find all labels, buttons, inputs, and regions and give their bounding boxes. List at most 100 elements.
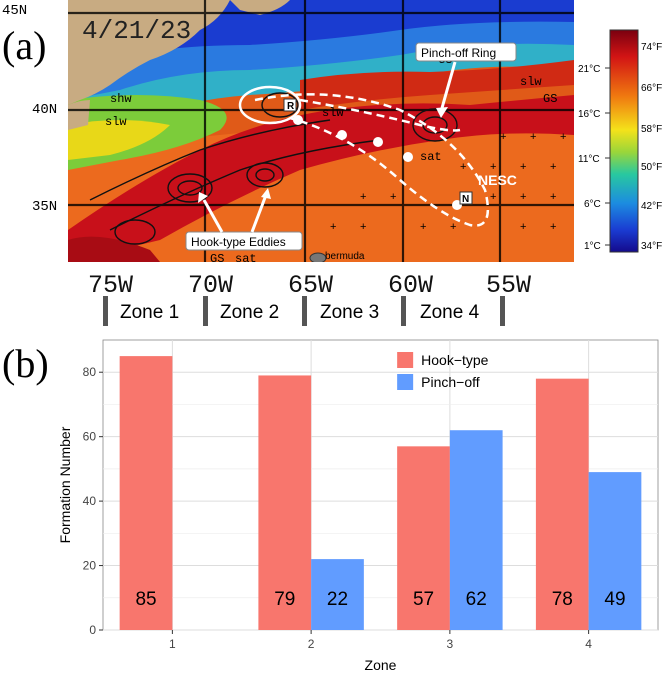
cb-c-21: 21°C — [578, 64, 600, 75]
gulf-stream — [68, 95, 574, 262]
pinch-off-bar-zone-2 — [311, 559, 364, 630]
y-axis-label: Formation Number — [57, 426, 73, 543]
cb-f-42: 42°F — [641, 201, 662, 212]
svg-text:+: + — [360, 221, 366, 233]
map-label-slw-3: slw — [520, 75, 542, 89]
zone-2-label: Zone 2 — [220, 302, 279, 323]
legend-label-pinch: Pinch−off — [421, 374, 480, 390]
map-label-gs-3: GS — [210, 252, 224, 266]
svg-text:+: + — [520, 221, 526, 233]
hook-type-value-zone-2: 79 — [274, 589, 295, 610]
svg-text:+: + — [530, 131, 536, 143]
pinch-off-value-zone-3: 62 — [466, 589, 487, 610]
nesc-label: NESC — [478, 172, 517, 188]
panel-a-label: (a) — [2, 23, 47, 68]
svg-text:+: + — [450, 221, 456, 233]
zone-3-label: Zone 3 — [320, 302, 379, 323]
marker-r: R — [287, 101, 295, 112]
lon-label-75w: 75W — [88, 271, 133, 300]
pinch-off-label: Pinch-off Ring — [421, 46, 496, 60]
y-tick-label: 60 — [83, 430, 97, 444]
hook-type-value-zone-4: 78 — [552, 589, 573, 610]
pinch-off-bar-zone-4 — [588, 472, 642, 630]
pinch-off-bar-zone-3 — [449, 430, 503, 630]
hook-type-value-zone-3: 57 — [413, 589, 434, 610]
map-label-slw-2: slw — [322, 106, 344, 120]
y-tick-label: 20 — [83, 559, 97, 573]
map-label-sat-1: sat — [420, 150, 442, 164]
marker-n: N — [462, 194, 469, 205]
lon-label-60w: 60W — [388, 271, 433, 300]
svg-text:+: + — [490, 161, 496, 173]
zone-separator — [103, 296, 108, 326]
hook-type-bar-zone-4 — [535, 378, 589, 630]
cb-c-6: 6°C — [584, 199, 601, 210]
zone-4-label: Zone 4 — [420, 302, 480, 323]
hook-type-bar-zone-3 — [397, 446, 450, 630]
y-tick-label: 0 — [89, 623, 96, 637]
colorbar — [609, 29, 639, 253]
zone-separator — [302, 296, 307, 326]
zone-separator — [500, 296, 505, 326]
svg-text:+: + — [520, 161, 526, 173]
svg-text:+: + — [550, 161, 556, 173]
map-label-sat-2: sat — [235, 252, 257, 266]
svg-text:+: + — [330, 221, 336, 233]
cb-c-11: 11°C — [578, 154, 600, 165]
hook-type-value-zone-1: 85 — [135, 589, 156, 610]
svg-text:+: + — [560, 131, 566, 143]
lat-label-40n: 40N — [32, 102, 57, 118]
x-axis-label: Zone — [365, 657, 397, 673]
cb-f-58: 58°F — [641, 124, 662, 135]
x-tick-label: 3 — [447, 637, 454, 651]
legend-label-hook: Hook−type — [421, 352, 489, 368]
svg-text:+: + — [390, 191, 396, 203]
land-mass — [68, 0, 230, 105]
x-tick-label: 1 — [169, 637, 176, 651]
cb-f-34: 34°F — [641, 241, 662, 252]
ring-outline — [238, 85, 302, 125]
svg-text:+: + — [490, 191, 496, 203]
svg-text:+: + — [550, 221, 556, 233]
nesc-outline — [254, 93, 490, 227]
map-date: 4/21/23 — [82, 16, 191, 46]
y-tick-label: 80 — [83, 365, 97, 379]
cb-f-74: 74°F — [641, 42, 662, 53]
x-tick-label: 4 — [585, 637, 592, 651]
zone-separator — [203, 296, 208, 326]
svg-text:+: + — [360, 191, 366, 203]
legend-swatch-hook — [397, 352, 414, 368]
svg-text:+: + — [460, 161, 466, 173]
x-tick-label: 2 — [308, 637, 315, 651]
formation-bar-chart: 85 79 22 57 62 78 49 0 20 40 60 80 1 2 3 4 Formation N… — [57, 339, 659, 673]
cb-f-66: 66°F — [641, 83, 662, 94]
map-label-gs-2: GS — [543, 92, 557, 106]
lat-label-35n: 35N — [32, 199, 57, 215]
svg-text:+: + — [520, 191, 526, 203]
lon-label-55w: 55W — [486, 271, 531, 300]
hook-type-bar-zone-2 — [258, 375, 312, 630]
bermuda-label: bermuda — [325, 251, 365, 262]
map-label-shw: shw — [110, 92, 132, 106]
cb-c-1: 1°C — [584, 241, 601, 252]
panel-b-label: (b) — [2, 341, 49, 386]
hook-type-bar-zone-1 — [119, 356, 173, 630]
sst-map: bermuda shw slw slw slw GS GS GS sat sat… — [2, 0, 662, 326]
chart-legend: Hook−type Pinch−off — [397, 352, 489, 390]
svg-text:+: + — [550, 191, 556, 203]
y-tick-label: 40 — [83, 494, 97, 508]
pinch-off-value-zone-4: 49 — [604, 589, 625, 610]
lat-label-45n: 45N — [2, 3, 27, 19]
lon-label-70w: 70W — [188, 271, 233, 300]
pinch-off-value-zone-2: 22 — [327, 589, 348, 610]
svg-text:+: + — [420, 221, 426, 233]
hook-type-label: Hook-type Eddies — [191, 235, 286, 249]
lon-label-65w: 65W — [288, 271, 333, 300]
cb-c-16: 16°C — [578, 109, 600, 120]
svg-text:+: + — [500, 131, 506, 143]
legend-swatch-pinch — [397, 374, 414, 390]
map-label-slw-1: slw — [105, 115, 127, 129]
cb-f-50: 50°F — [641, 162, 662, 173]
zone-1-label: Zone 1 — [120, 302, 179, 323]
zone-separator — [401, 296, 406, 326]
